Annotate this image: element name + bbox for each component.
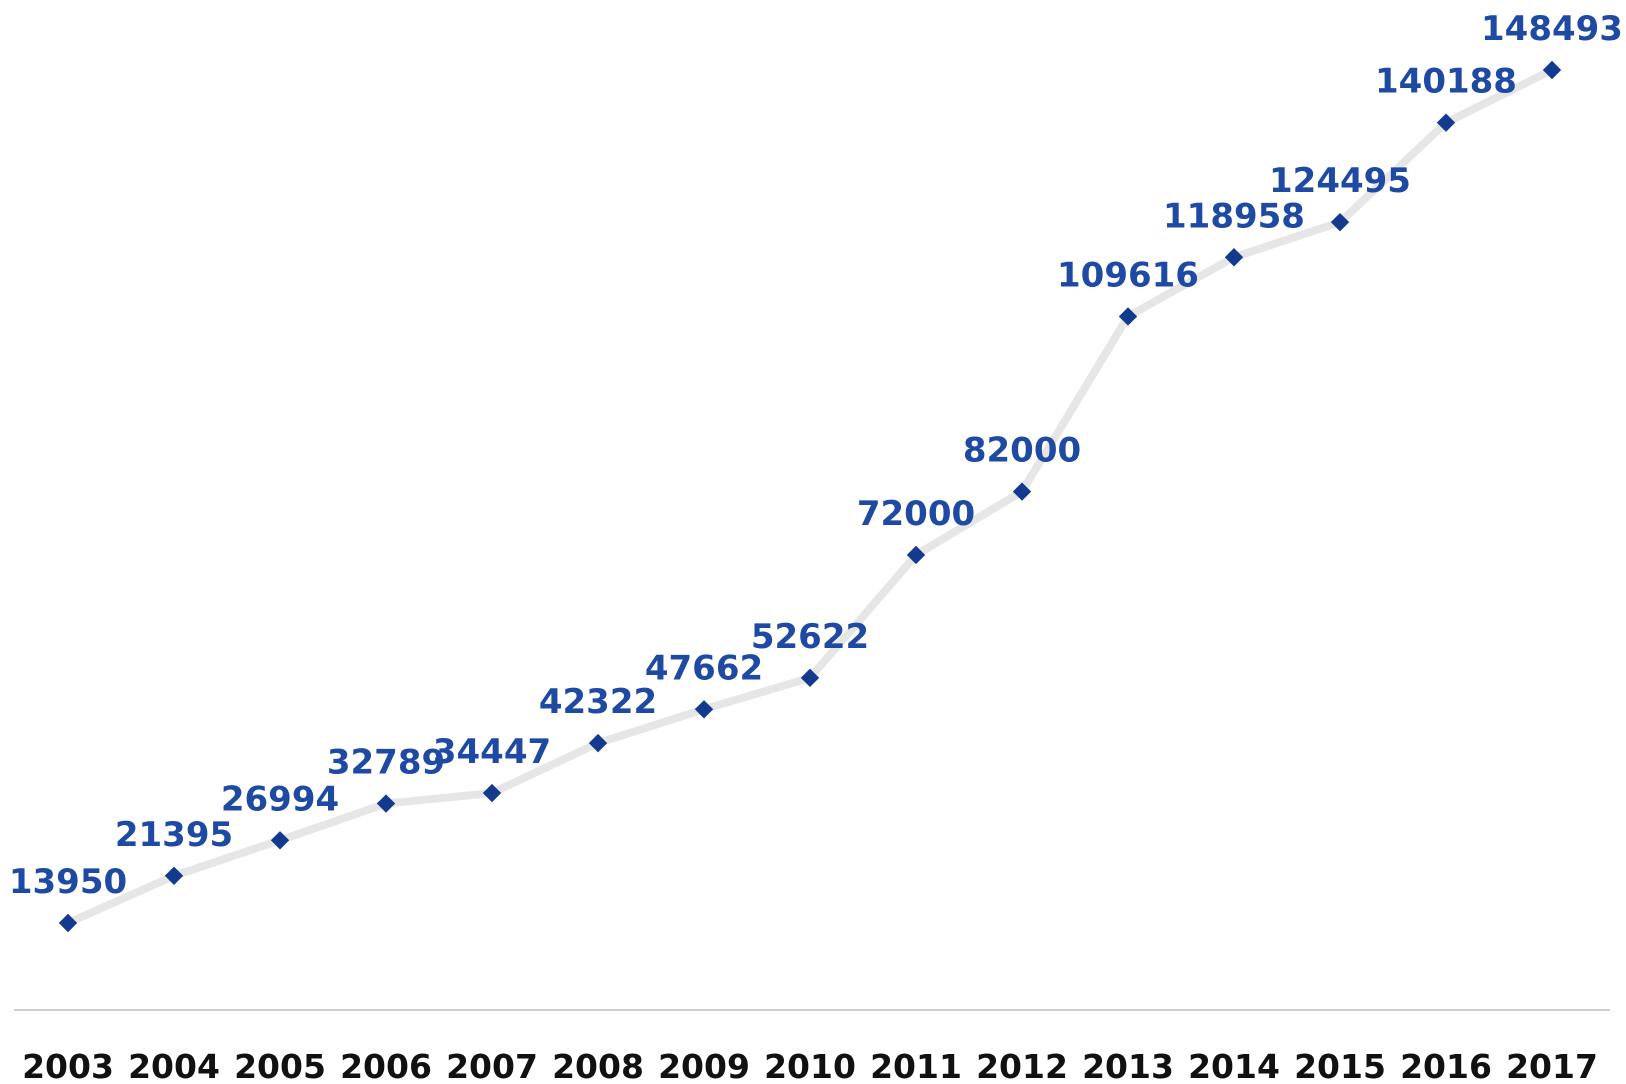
x-tick-2008: 2008 bbox=[552, 1047, 644, 1084]
x-tick-labels: 2003 2004 2005 2006 2007 2008 2009 2010 2011 2012… bbox=[22, 1047, 1598, 1084]
x-tick-2017: 2017 bbox=[1506, 1047, 1598, 1084]
x-tick-2004: 2004 bbox=[128, 1047, 220, 1084]
x-tick-2010: 2010 bbox=[764, 1047, 856, 1084]
data-point-2017 bbox=[1542, 60, 1562, 80]
x-tick-2016: 2016 bbox=[1400, 1047, 1492, 1084]
x-tick-2011: 2011 bbox=[870, 1047, 962, 1084]
data-label-2015: 124495 bbox=[1269, 161, 1411, 201]
x-tick-2009: 2009 bbox=[658, 1047, 750, 1084]
x-tick-2007: 2007 bbox=[446, 1047, 538, 1084]
data-label-2010: 52622 bbox=[751, 617, 869, 657]
data-point-2008 bbox=[588, 733, 608, 753]
data-label-2005: 26994 bbox=[221, 779, 339, 819]
data-label-2009: 47662 bbox=[645, 648, 763, 688]
data-label-2014: 118958 bbox=[1163, 196, 1305, 236]
data-label-2003: 13950 bbox=[9, 862, 127, 902]
data-point-2003 bbox=[58, 913, 78, 933]
data-point-2009 bbox=[694, 700, 714, 719]
data-point-2013 bbox=[1118, 307, 1138, 326]
data-label-2007: 34447 bbox=[433, 732, 551, 772]
x-tick-2014: 2014 bbox=[1188, 1047, 1280, 1084]
x-tick-2013: 2013 bbox=[1082, 1047, 1174, 1084]
x-tick-2003: 2003 bbox=[22, 1047, 114, 1084]
data-label-2004: 21395 bbox=[115, 815, 233, 855]
data-label-2016: 140188 bbox=[1375, 62, 1517, 102]
data-point-2004 bbox=[164, 866, 184, 885]
x-tick-2012: 2012 bbox=[976, 1047, 1068, 1084]
data-label-2006: 32789 bbox=[327, 743, 445, 783]
data-point-2016 bbox=[1436, 113, 1456, 132]
data-point-2012 bbox=[1012, 482, 1032, 501]
x-tick-2005: 2005 bbox=[234, 1047, 326, 1084]
data-point-2015 bbox=[1330, 212, 1350, 232]
data-point-2006 bbox=[376, 794, 396, 813]
data-label-2012: 82000 bbox=[963, 431, 1081, 471]
data-point-2010 bbox=[800, 668, 820, 688]
data-label-2011: 72000 bbox=[857, 494, 975, 534]
data-label-2008: 42322 bbox=[539, 682, 657, 722]
data-point-2007 bbox=[482, 783, 502, 803]
markers bbox=[58, 60, 1562, 933]
x-tick-2006: 2006 bbox=[340, 1047, 432, 1084]
data-point-2005 bbox=[270, 831, 290, 850]
data-label-2013: 109616 bbox=[1057, 255, 1199, 295]
data-point-2014 bbox=[1224, 248, 1244, 267]
data-point-2011 bbox=[906, 545, 926, 565]
x-tick-2015: 2015 bbox=[1294, 1047, 1386, 1084]
data-label-2017: 148493 bbox=[1481, 9, 1623, 49]
